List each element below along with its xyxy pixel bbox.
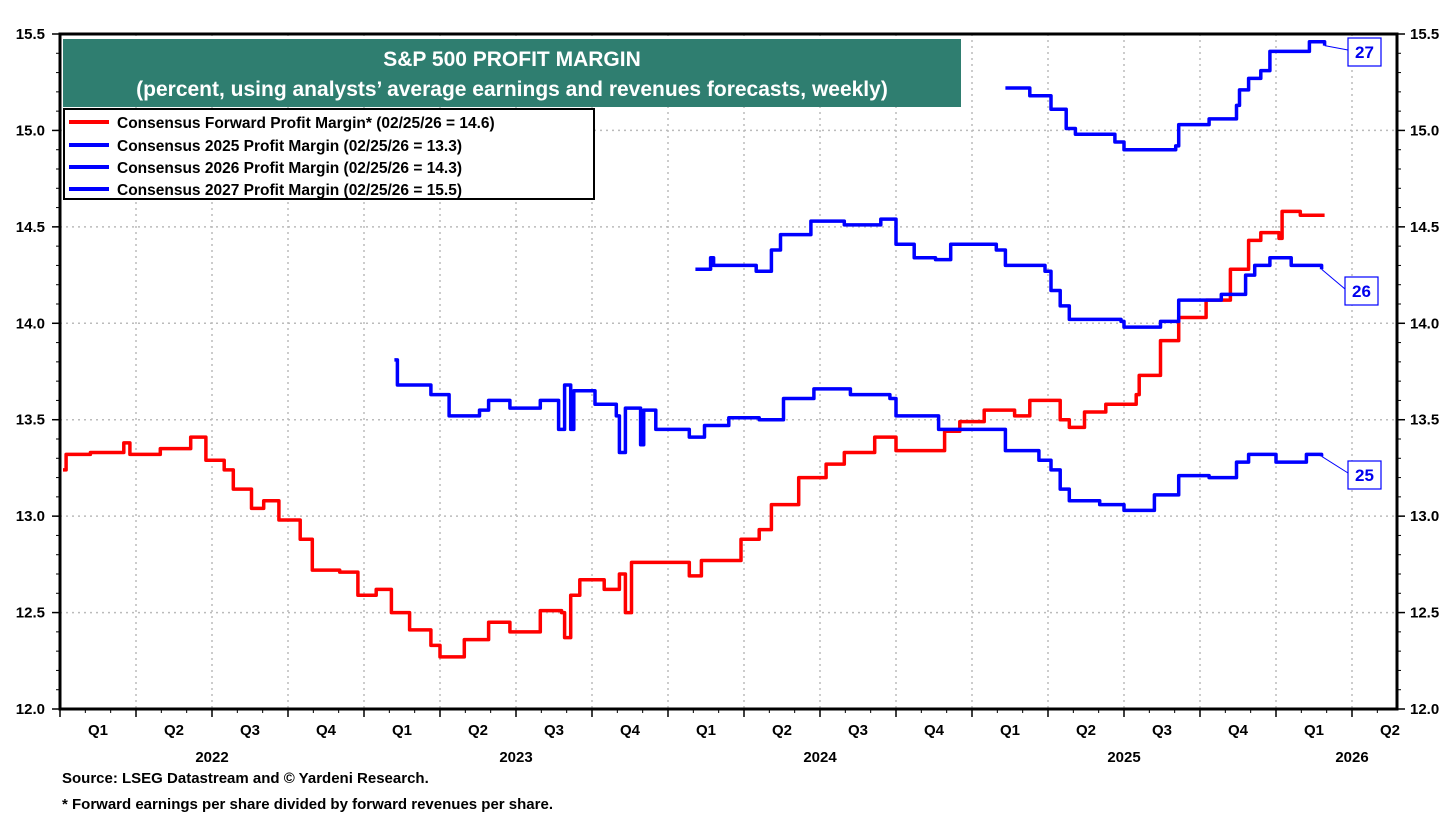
plot-frame xyxy=(58,32,1399,711)
y-tick-label-right: 12.5 xyxy=(1410,605,1439,622)
y-tick-label-left: 13.0 xyxy=(16,508,45,525)
series-tag-label: 25 xyxy=(1355,466,1374,485)
x-quarter-label: Q4 xyxy=(316,722,337,739)
series-tag-label: 27 xyxy=(1355,43,1374,62)
x-year-label: 2026 xyxy=(1335,749,1368,766)
source-note: Source: LSEG Datastream and © Yardeni Re… xyxy=(62,770,429,787)
x-year-label: 2022 xyxy=(195,749,228,766)
x-quarter-label: Q2 xyxy=(468,722,488,739)
y-tick-label-right: 14.5 xyxy=(1410,219,1439,236)
x-quarter-label: Q1 xyxy=(1304,722,1324,739)
y-tick-label-left: 15.0 xyxy=(16,122,45,139)
x-year-label: 2024 xyxy=(803,749,837,766)
y-tick-label-left: 12.5 xyxy=(16,605,45,622)
x-quarter-label: Q4 xyxy=(1228,722,1249,739)
x-quarter-label: Q3 xyxy=(1152,722,1172,739)
y-tick-label-left: 15.5 xyxy=(16,26,45,43)
x-year-label: 2023 xyxy=(499,749,532,766)
x-quarter-label: Q4 xyxy=(620,722,641,739)
tag-connector xyxy=(1321,455,1349,474)
series-tag-box xyxy=(1344,276,1379,306)
x-quarter-label: Q1 xyxy=(88,722,108,739)
x-quarter-label: Q4 xyxy=(924,722,945,739)
x-quarter-label: Q1 xyxy=(696,722,716,739)
y-tick-label-left: 14.0 xyxy=(16,315,45,332)
legend-label-forward: Consensus Forward Profit Margin* (02/25/… xyxy=(117,115,495,132)
x-quarter-label: Q3 xyxy=(544,722,564,739)
y-tick-label-right: 13.5 xyxy=(1410,412,1439,429)
series-line-2 xyxy=(695,217,1324,329)
series-tag-label: 26 xyxy=(1352,282,1371,301)
legend-label-2027: Consensus 2027 Profit Margin (02/25/26 =… xyxy=(117,182,462,199)
chart-title: S&P 500 PROFIT MARGIN xyxy=(383,48,641,71)
x-quarter-label: Q3 xyxy=(848,722,868,739)
y-tick-label-left: 13.5 xyxy=(16,412,45,429)
y-tick-label-right: 12.0 xyxy=(1410,701,1439,718)
y-tick-label-right: 14.0 xyxy=(1410,315,1439,332)
x-quarter-label: Q1 xyxy=(392,722,412,739)
series-tag-box xyxy=(1347,37,1382,67)
tag-connector xyxy=(1324,45,1349,51)
x-quarter-label: Q3 xyxy=(240,722,260,739)
y-tick-label-right: 15.0 xyxy=(1410,122,1439,139)
title-background xyxy=(63,39,961,107)
y-tick-label-right: 13.0 xyxy=(1410,508,1439,525)
y-tick-label-left: 14.5 xyxy=(16,219,45,236)
legend-label-2025: Consensus 2025 Profit Margin (02/25/26 =… xyxy=(117,138,462,155)
series-end-tags: 25 26 27 xyxy=(1321,37,1382,490)
series-line-1 xyxy=(394,358,1324,513)
x-quarter-label: Q2 xyxy=(1380,722,1400,739)
x-quarter-label: Q2 xyxy=(1076,722,1096,739)
legend-label-2026: Consensus 2026 Profit Margin (02/25/26 =… xyxy=(117,160,462,177)
footnote: * Forward earnings per share divided by … xyxy=(62,796,553,813)
axes: 12.0 12.0 12.5 12.5 13.0 13.0 13.5 13.5 14.0 14.0… xyxy=(16,26,1439,766)
series-line-3 xyxy=(1005,39,1327,152)
series-lines xyxy=(63,39,1327,659)
x-quarter-label: Q2 xyxy=(164,722,184,739)
title-box: S&P 500 PROFIT MARGIN (percent, using an… xyxy=(63,39,961,107)
x-year-label: 2025 xyxy=(1107,749,1140,766)
tag-connector xyxy=(1321,268,1346,290)
chart-subtitle: (percent, using analysts’ average earnin… xyxy=(136,78,888,101)
x-quarter-label: Q1 xyxy=(1000,722,1020,739)
series-line-0 xyxy=(63,209,1325,659)
y-tick-label-left: 12.0 xyxy=(16,701,45,718)
x-quarter-label: Q2 xyxy=(772,722,792,739)
legend: Consensus Forward Profit Margin* (02/25/… xyxy=(63,108,595,200)
y-tick-label-right: 15.5 xyxy=(1410,26,1439,43)
series-tag-box xyxy=(1347,460,1382,490)
